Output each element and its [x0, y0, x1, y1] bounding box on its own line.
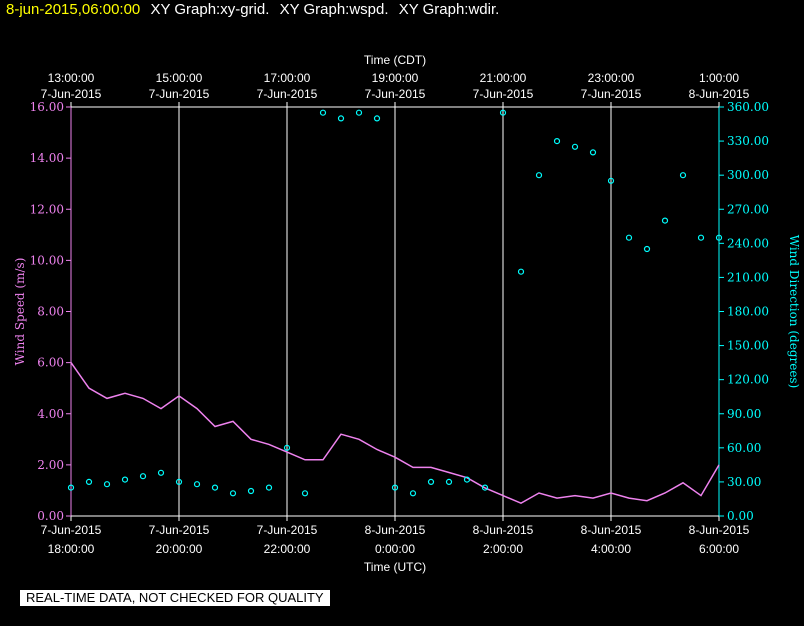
top-tick-time: 1:00:00	[699, 71, 739, 85]
left-axis-title: Wind Speed (m/s)	[13, 258, 27, 366]
bottom-tick-date: 8-Jun-2015	[365, 523, 426, 537]
title-bar: 8-jun-2015,06:00:00 XY Graph:xy-grid. XY…	[6, 1, 499, 18]
right-tick-label: 330.00	[727, 134, 769, 148]
graph-name-wdir: XY Graph:wdir.	[398, 1, 500, 18]
bottom-tick-time: 2:00:00	[483, 542, 523, 556]
left-tick-label: 8.00	[37, 305, 64, 319]
wind-direction-point	[337, 115, 345, 122]
top-tick-time: 13:00:00	[48, 71, 95, 85]
wind-direction-point	[193, 481, 201, 488]
top-tick-date: 8-Jun-2015	[689, 87, 750, 101]
wind-direction-point	[373, 115, 381, 122]
top-axis-title: Time (CDT)	[364, 53, 426, 67]
wind-direction-point	[553, 138, 561, 145]
wind-direction-point	[661, 217, 669, 224]
right-tick-label: 180.00	[727, 305, 769, 319]
title-datetime: 8-jun-2015,06:00:00	[6, 1, 141, 18]
top-tick-date: 7-Jun-2015	[257, 87, 318, 101]
wind-direction-point	[625, 234, 633, 241]
right-tick-label: 240.00	[727, 236, 769, 250]
left-tick-label: 4.00	[37, 407, 64, 421]
right-tick-label: 270.00	[727, 202, 769, 216]
right-tick-label: 150.00	[727, 339, 769, 353]
wind-direction-point	[499, 109, 507, 116]
bottom-tick-date: 8-Jun-2015	[689, 523, 750, 537]
wind-direction-point	[481, 484, 489, 491]
top-tick-date: 7-Jun-2015	[581, 87, 642, 101]
bottom-tick-time: 6:00:00	[699, 542, 739, 556]
wind-direction-point	[67, 484, 75, 491]
wind-direction-point	[445, 478, 453, 485]
right-tick-label: 30.00	[727, 475, 761, 489]
top-tick-time: 21:00:00	[480, 71, 527, 85]
left-tick-label: 14.00	[30, 151, 64, 165]
wind-direction-point	[283, 444, 291, 451]
left-tick-label: 12.00	[30, 202, 64, 216]
right-tick-label: 360.00	[727, 100, 769, 114]
wind-direction-point	[229, 490, 237, 497]
right-axis-title: Wind Direction (degrees)	[787, 235, 801, 389]
left-tick-label: 2.00	[37, 458, 64, 472]
bottom-tick-time: 4:00:00	[591, 542, 631, 556]
wind-direction-point	[427, 478, 435, 485]
bottom-tick-time: 22:00:00	[264, 542, 311, 556]
right-tick-label: 60.00	[727, 441, 761, 455]
wind-direction-point	[85, 478, 93, 485]
left-tick-label: 6.00	[37, 356, 64, 370]
top-tick-date: 7-Jun-2015	[41, 87, 102, 101]
left-tick-label: 10.00	[30, 253, 64, 267]
wind-speed-line	[70, 362, 720, 505]
wind-direction-point	[463, 476, 471, 483]
wind-direction-point	[265, 484, 273, 491]
left-tick-label: 16.00	[30, 100, 64, 114]
wind-direction-point	[103, 481, 111, 488]
right-tick-label: 300.00	[727, 168, 769, 182]
wind-direction-point	[139, 473, 147, 480]
wind-direction-point	[301, 490, 309, 497]
bottom-tick-time: 0:00:00	[375, 542, 415, 556]
wind-direction-point	[589, 149, 597, 156]
wind-direction-point	[571, 143, 579, 150]
wind-direction-point	[409, 490, 417, 497]
wind-direction-point	[247, 487, 255, 495]
right-tick-label: 0.00	[727, 509, 754, 523]
graph-name-wspd: XY Graph:wspd.	[279, 1, 389, 18]
wind-direction-point	[715, 234, 723, 241]
right-tick-label: 210.00	[727, 270, 769, 284]
top-tick-date: 7-Jun-2015	[365, 87, 426, 101]
top-tick-time: 17:00:00	[264, 71, 311, 85]
bottom-tick-date: 8-Jun-2015	[473, 523, 534, 537]
top-tick-date: 7-Jun-2015	[473, 87, 534, 101]
bottom-tick-date: 8-Jun-2015	[581, 523, 642, 537]
bottom-tick-date: 7-Jun-2015	[41, 523, 102, 537]
top-tick-time: 23:00:00	[588, 71, 635, 85]
right-tick-label: 120.00	[727, 373, 769, 387]
bottom-tick-date: 7-Jun-2015	[257, 523, 318, 537]
graph-name-grid: XY Graph:xy-grid.	[150, 1, 270, 18]
wind-direction-point	[535, 172, 543, 179]
top-tick-time: 19:00:00	[372, 71, 419, 85]
right-tick-label: 90.00	[727, 407, 761, 421]
wind-direction-point	[679, 172, 687, 179]
wind-direction-point	[517, 268, 525, 275]
bottom-tick-date: 7-Jun-2015	[149, 523, 210, 537]
wind-direction-point	[211, 484, 219, 491]
left-tick-label: 0.00	[37, 509, 64, 523]
quality-disclaimer: REAL-TIME DATA, NOT CHECKED FOR QUALITY	[20, 590, 330, 606]
top-tick-date: 7-Jun-2015	[149, 87, 210, 101]
wind-direction-point	[121, 476, 129, 483]
wind-direction-point	[643, 245, 651, 253]
wind-direction-point	[157, 469, 165, 476]
wind-direction-point	[697, 234, 705, 241]
wind-direction-point	[607, 177, 615, 184]
bottom-tick-time: 18:00:00	[48, 542, 95, 556]
wind-direction-point	[175, 478, 183, 485]
bottom-tick-time: 20:00:00	[156, 542, 203, 556]
wind-direction-point	[319, 109, 327, 116]
bottom-axis-title: Time (UTC)	[364, 560, 426, 574]
wind-direction-point	[391, 484, 399, 491]
wind-direction-point	[355, 109, 363, 116]
top-tick-time: 15:00:00	[156, 71, 203, 85]
